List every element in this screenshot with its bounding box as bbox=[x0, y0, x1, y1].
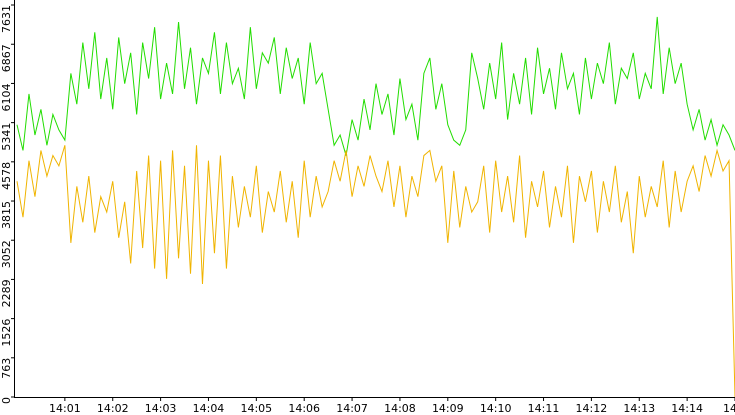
x-tick-label: 14:06 bbox=[288, 402, 320, 415]
x-tick-label: 14:14 bbox=[671, 402, 703, 415]
data-line bbox=[16, 16, 735, 156]
x-tick-label: 14:05 bbox=[240, 402, 272, 415]
y-tick-label: 2289 bbox=[0, 279, 13, 307]
y-tick-label: 3052 bbox=[0, 240, 13, 268]
x-tick-label: 14:07 bbox=[336, 402, 368, 415]
y-tick-label: 4578 bbox=[0, 162, 13, 190]
x-tick-label: 14:02 bbox=[97, 402, 129, 415]
x-tick-label: 14:01 bbox=[49, 402, 81, 415]
x-tick-label: 14:03 bbox=[145, 402, 177, 415]
x-tick-label: 14 bbox=[723, 402, 735, 415]
x-tick-label: 14:11 bbox=[528, 402, 560, 415]
y-tick-label: 3815 bbox=[0, 201, 13, 229]
y-tick-label: 6867 bbox=[0, 44, 13, 72]
y-tick-label: 0 bbox=[0, 397, 13, 404]
x-tick-label: 14:13 bbox=[623, 402, 655, 415]
data-line bbox=[16, 145, 735, 398]
y-tick-label: 6104 bbox=[0, 83, 13, 111]
y-tick-label: 1526 bbox=[0, 319, 13, 347]
x-tick-label: 14:09 bbox=[432, 402, 464, 415]
y-tick-label: 7631 bbox=[0, 5, 13, 33]
x-tick-label: 14:10 bbox=[480, 402, 512, 415]
x-tick-label: 14:12 bbox=[576, 402, 608, 415]
x-tick-label: 14:04 bbox=[193, 402, 225, 415]
y-tick-label: 763 bbox=[0, 358, 13, 379]
x-tick-label: 14:08 bbox=[384, 402, 416, 415]
y-tick-label: 5341 bbox=[0, 123, 13, 151]
